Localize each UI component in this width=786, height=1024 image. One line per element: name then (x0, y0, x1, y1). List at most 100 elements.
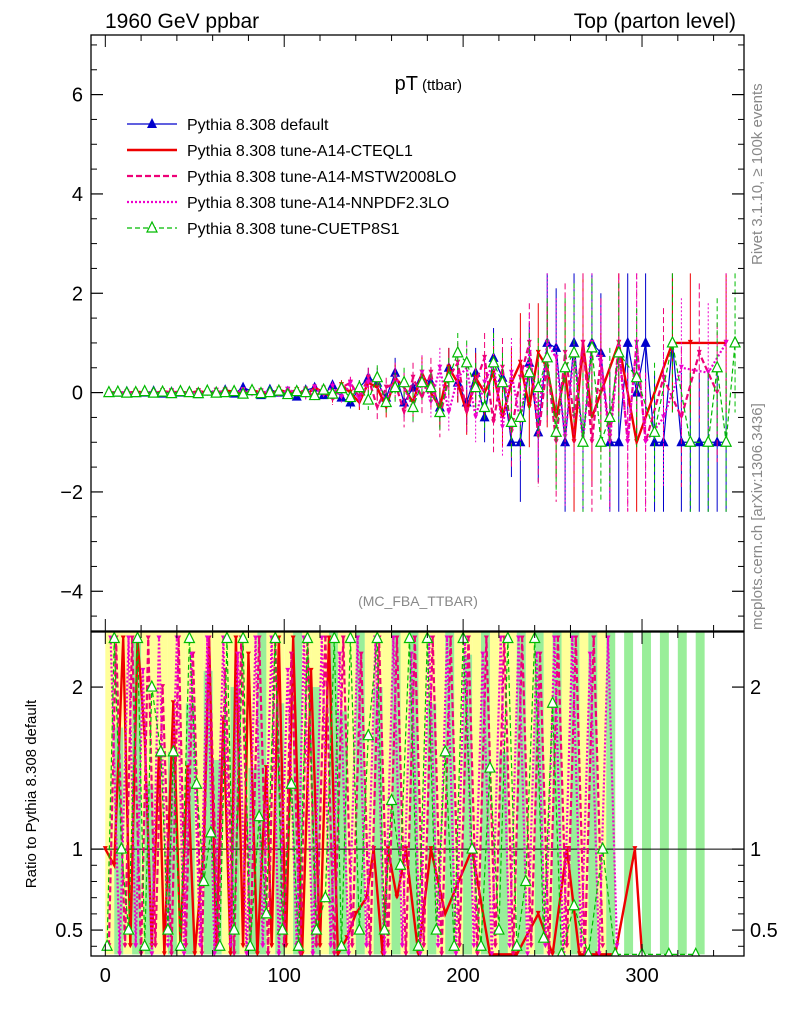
ratio-point-4-51 (519, 874, 532, 887)
ratio-point-3-28 (337, 651, 343, 657)
main-panel: −4 −2 0 2 4 6 pT (ttbar) (MC_FBA_TTBAR) Pythi… (60, 34, 745, 632)
band-green-7 (230, 687, 240, 955)
ratio-point-3-30 (355, 635, 361, 641)
ratio-ytick-label-right-0: 0.5 (750, 920, 778, 942)
point-4-19 (272, 383, 285, 396)
ratio-point-1-31 (335, 951, 341, 956)
ratio-point-2-39 (430, 635, 436, 641)
point-4-55 (594, 434, 607, 447)
ratio-point-2-45 (483, 635, 489, 641)
ratio-ytick-label-right-2: 2 (750, 677, 761, 699)
ratio-point-2-2 (122, 943, 128, 949)
main-ytick-label-1: −2 (60, 482, 83, 504)
ratio-point-1-32 (344, 935, 350, 941)
band-green-28 (588, 632, 598, 955)
point-3-62 (678, 364, 684, 370)
ratio-point-3-37 (417, 951, 423, 956)
ratio-point-2-16 (231, 951, 237, 956)
ratio-point-4-17 (228, 922, 241, 935)
point-3-41 (473, 414, 479, 420)
point-4-51 (559, 360, 572, 373)
point-1-48 (535, 349, 541, 355)
point-4-30 (371, 370, 384, 383)
point-4-64 (720, 434, 733, 447)
ratio-point-3-15 (228, 943, 234, 949)
point-4-8 (174, 384, 187, 397)
ratio-point-4-25 (292, 938, 305, 951)
ratio-point-3-9 (181, 951, 187, 956)
point-3-25 (330, 383, 336, 389)
ratio-series-3 (108, 635, 620, 956)
point-2-33 (401, 409, 407, 415)
band-yellow-27 (346, 632, 356, 955)
ratio-point-3-7 (165, 943, 171, 949)
band-green-24 (516, 632, 526, 955)
ratio-point-3-35 (399, 943, 405, 949)
ratio-point-3-58 (605, 635, 611, 641)
ratio-point-1-23 (269, 943, 275, 949)
ratio-point-3-17 (244, 951, 250, 956)
ratio-point-1-26 (290, 635, 296, 641)
ratio-point-3-6 (156, 635, 162, 641)
ratio-point-3-1 (117, 951, 123, 956)
legend: Pythia 8.308 default Pythia 8.308 tune-A1… (127, 117, 456, 238)
point-4-26 (335, 381, 348, 394)
point-4-13 (219, 385, 232, 398)
point-2-34 (410, 374, 416, 380)
point-4-56 (603, 410, 616, 423)
point-4-16 (246, 383, 258, 396)
ratio-point-4-28 (319, 890, 332, 903)
point-3-61 (660, 414, 666, 420)
point-4-60 (666, 335, 679, 348)
point-2-30 (374, 404, 380, 410)
band-green-19 (427, 703, 437, 955)
point-4-49 (541, 350, 554, 363)
point-3-23 (312, 384, 318, 390)
ratio-point-2-40 (439, 951, 445, 956)
ratio-point-1-3 (127, 943, 133, 949)
band-green-32 (659, 632, 669, 955)
point-3-28 (356, 397, 362, 403)
point-2-46 (517, 374, 523, 380)
point-4-23 (308, 388, 321, 401)
xtick-label-3: 300 (625, 965, 658, 987)
ratio-point-2-12 (199, 951, 205, 956)
point-0-15 (238, 381, 249, 392)
ratio-ytick-label-2: 2 (72, 677, 83, 699)
ratio-point-2-46 (492, 943, 498, 949)
point-1-46 (517, 359, 523, 365)
point-4-25 (326, 386, 339, 399)
ratio-point-3-41 (453, 951, 459, 956)
ratio-point-3-3 (133, 943, 139, 949)
band-green-22 (481, 632, 490, 955)
ratio-point-3-54 (569, 635, 575, 641)
ratio-point-4-4 (131, 632, 144, 644)
ratio-point-3-11 (197, 943, 203, 949)
ratio-point-4-20 (253, 809, 266, 822)
main-ticks: −4 −2 0 2 4 6 (60, 35, 744, 631)
ratio-point-4-61 (664, 947, 674, 956)
ratio-point-4-42 (439, 744, 452, 757)
ratio-ytick-label-right-1: 1 (750, 839, 761, 861)
point-4-2 (120, 385, 133, 398)
ratio-point-3-12 (204, 635, 210, 641)
chart-title: pT (395, 73, 418, 95)
band-green-20 (445, 632, 455, 955)
band-green-25 (534, 632, 544, 955)
point-4-41 (469, 380, 482, 393)
band-green-5 (203, 670, 213, 955)
band-green-23 (498, 751, 508, 955)
point-2-36 (428, 369, 434, 375)
point-3-39 (455, 374, 461, 380)
ratio-point-2-31 (358, 651, 364, 657)
ratio-frame (90, 631, 745, 957)
ratio-point-2-50 (528, 943, 534, 949)
ratio-point-1-47 (550, 951, 556, 956)
point-3-63 (705, 369, 711, 375)
band-yellow-35 (418, 632, 428, 955)
ratio-point-1-41 (428, 846, 434, 852)
ratio-point-3-59 (614, 943, 620, 949)
point-4-14 (228, 384, 241, 397)
band-yellow-51 (561, 632, 571, 955)
ratio-point-2-49 (519, 635, 525, 641)
